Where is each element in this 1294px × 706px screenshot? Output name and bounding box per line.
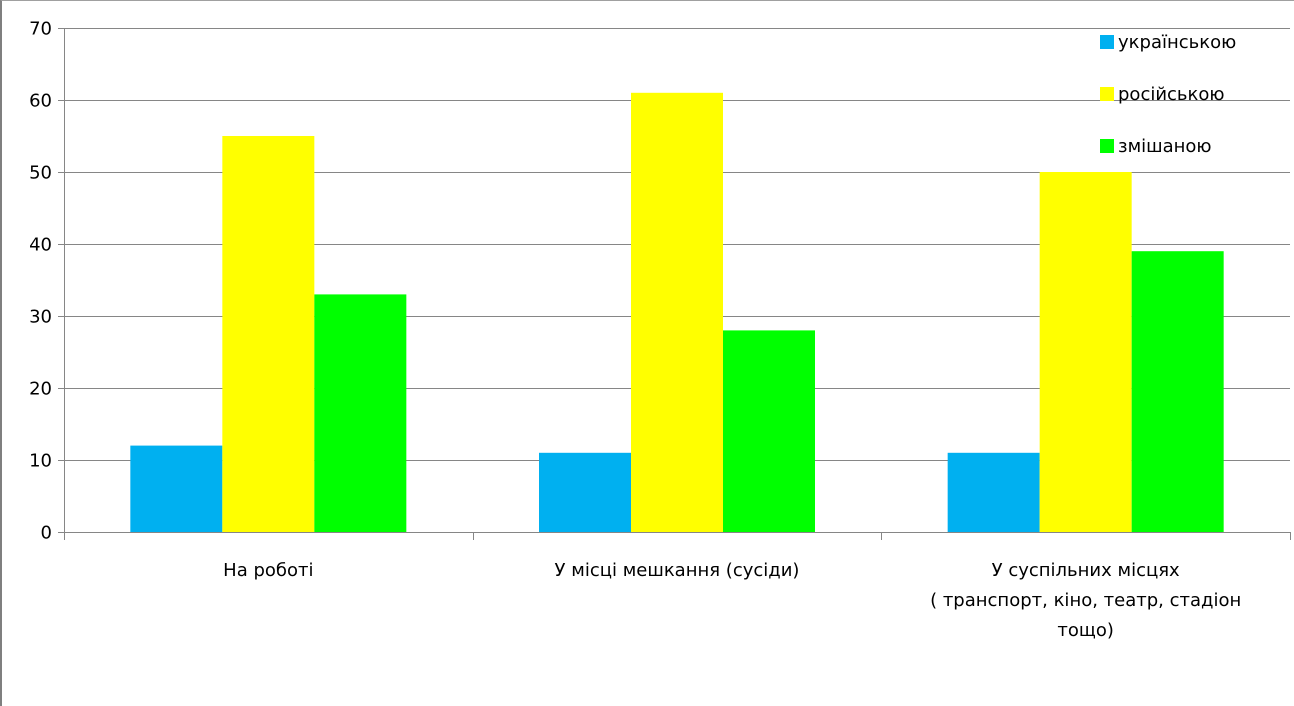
x-category-label: У суспільних місцях — [992, 560, 1180, 581]
legend-swatch — [1100, 139, 1114, 153]
x-category-label: У місці мешкання (сусіди) — [555, 560, 800, 581]
legend-label: українською — [1118, 32, 1236, 53]
y-tick-label: 0 — [41, 523, 52, 544]
legend-label: змішаною — [1118, 136, 1212, 157]
legend-label: російською — [1118, 84, 1225, 105]
legend-swatch — [1100, 87, 1114, 101]
axes: 0 10 20 30 40 50 60 70 На роботі У місці мешкання… — [29, 19, 1291, 641]
y-tick-label: 50 — [29, 163, 52, 184]
y-tick-label: 30 — [29, 307, 52, 328]
bar-mixed — [723, 330, 815, 532]
bar-ukrainian — [947, 452, 1040, 532]
bar-russian — [1039, 172, 1132, 532]
y-tick-label: 10 — [29, 451, 52, 472]
y-tick-label: 70 — [29, 19, 52, 40]
bar-ukrainian — [539, 452, 631, 532]
y-tick-label: 60 — [29, 91, 52, 112]
bar-russian — [631, 92, 723, 533]
legend: українською російською змішаною — [1100, 32, 1236, 157]
legend-swatch — [1100, 35, 1114, 49]
x-category-label: ( транспорт, кіно, театр, стадіон — [930, 590, 1241, 611]
x-category-label: На роботі — [223, 560, 313, 581]
x-category-label: тощо) — [1057, 620, 1114, 641]
y-tick-label: 20 — [29, 379, 52, 400]
bar-ukrainian — [130, 445, 223, 532]
bar-mixed — [1131, 251, 1224, 532]
y-tick-label: 40 — [29, 235, 52, 256]
bars — [130, 92, 1224, 533]
bar-russian — [222, 136, 315, 532]
bar-mixed — [314, 294, 407, 532]
